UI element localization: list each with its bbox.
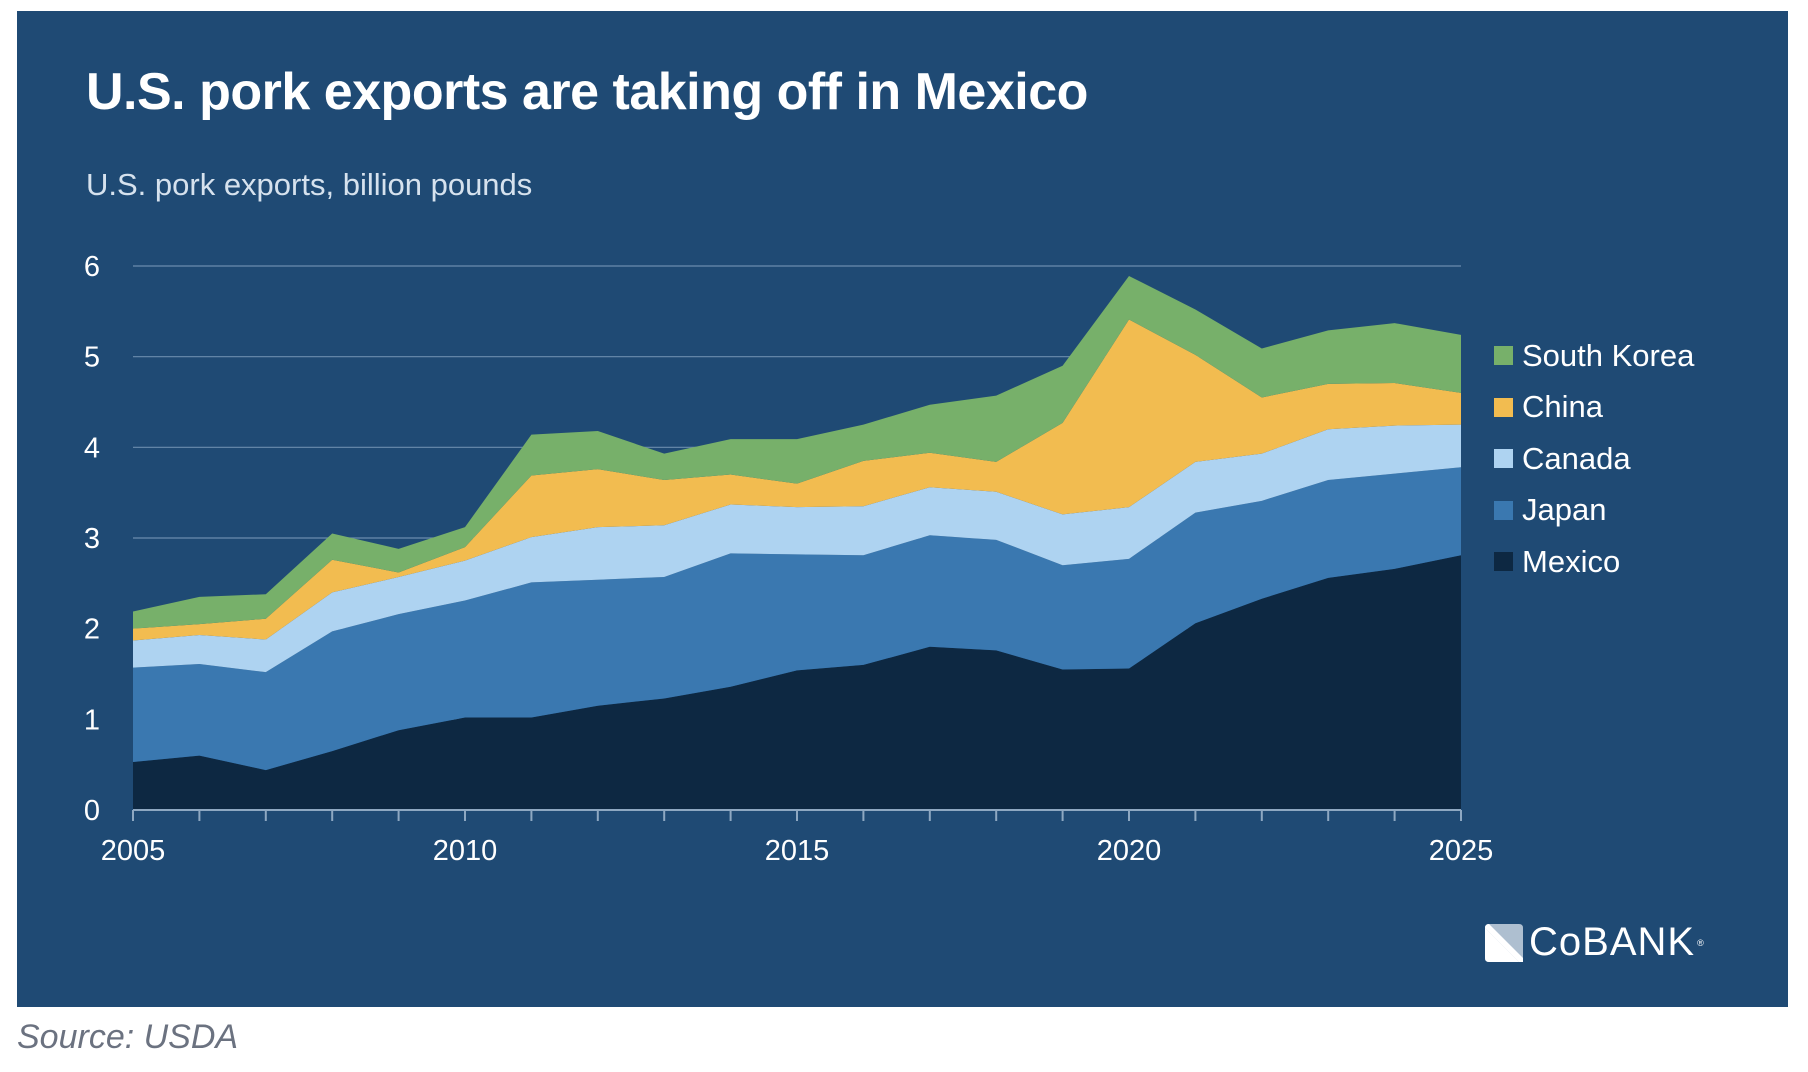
legend-item-japan: Japan [1494, 485, 1694, 537]
x-axis: 2005 2010 2015 2020 2025 [101, 809, 1494, 867]
area-china [133, 319, 1461, 641]
legend-swatch [1494, 397, 1513, 417]
x-tick-label: 2005 [101, 835, 166, 867]
legend: South Korea China Canada Japan Mexico [1494, 330, 1694, 588]
chart-subtitle: U.S. pork exports, billion pounds [86, 167, 533, 202]
legend-swatch [1494, 500, 1513, 520]
legend-swatch [1494, 449, 1513, 469]
y-tick-label: 2 [84, 614, 100, 646]
y-tick-label: 5 [84, 342, 100, 374]
legend-item-canada: Canada [1494, 433, 1694, 485]
x-tick-label: 2010 [433, 835, 498, 867]
y-tick-label: 0 [84, 795, 100, 827]
area-japan [133, 467, 1461, 771]
legend-label: Japan [1522, 492, 1607, 528]
legend-item-south-korea: South Korea [1494, 330, 1694, 382]
area-mexico [133, 555, 1461, 810]
x-tick-label: 2015 [765, 835, 830, 867]
x-tick-label: 2025 [1429, 835, 1494, 867]
area-south-korea [133, 275, 1461, 629]
legend-swatch [1494, 346, 1513, 366]
legend-label: Mexico [1522, 543, 1621, 579]
area-canada [133, 424, 1461, 673]
area-series [133, 275, 1461, 810]
y-tick-label: 6 [84, 251, 100, 283]
y-tick-label: 4 [84, 432, 100, 464]
source-note: Source: USDA [17, 1018, 239, 1056]
y-axis: 0 1 2 3 4 5 6 [84, 251, 100, 827]
legend-item-mexico: Mexico [1494, 536, 1694, 588]
legend-label: Canada [1522, 440, 1631, 476]
chart-title: U.S. pork exports are taking off in Mexi… [86, 63, 1088, 121]
legend-label: South Korea [1522, 337, 1695, 373]
logo-registered-mark: ® [1697, 937, 1704, 948]
legend-swatch [1494, 552, 1513, 572]
legend-item-china: China [1494, 382, 1694, 434]
legend-label: China [1522, 389, 1603, 425]
cobank-logo: CoBANK ® [1485, 920, 1704, 965]
y-tick-label: 1 [84, 704, 100, 736]
cobank-logo-icon [1485, 923, 1523, 962]
y-tick-label: 3 [84, 523, 100, 555]
x-tick-label: 2020 [1097, 835, 1162, 867]
logo-text: CoBANK [1529, 920, 1696, 964]
